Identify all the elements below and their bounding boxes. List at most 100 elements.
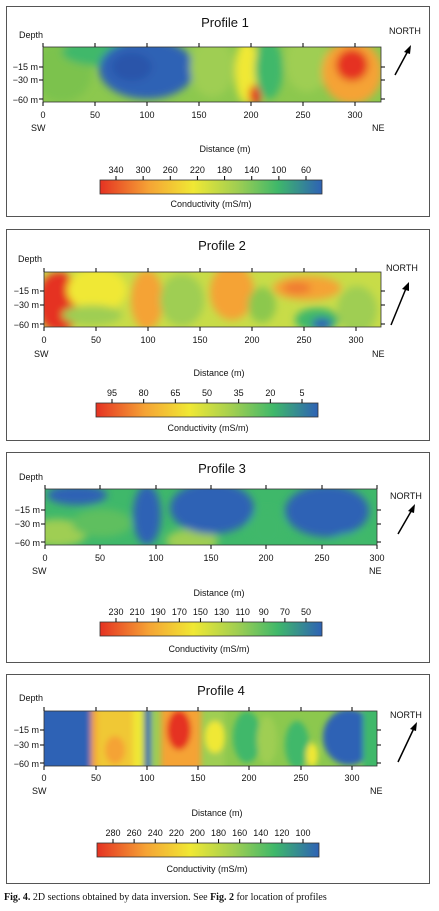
profile-4-xtick-0: 0 (41, 773, 46, 783)
colorbar-tick-label: 80 (139, 388, 149, 398)
profile-3-xtick-100: 100 (148, 553, 163, 563)
colorbar-tick-label: 150 (193, 607, 208, 617)
profile-3-xtick-250: 250 (314, 553, 329, 563)
profile-1-colorbar (99, 179, 323, 195)
profile-1-colorbar-ticks: 340 300 260 220 180 140 100 60 (108, 165, 311, 180)
profile-4-xtick-300: 300 (344, 773, 359, 783)
colorbar-tick-label: 210 (130, 607, 145, 617)
profile-3-chart: Profile 3 Depth −15 m (15, 461, 422, 654)
profile-2-chart: Profile 2 Depth (14, 238, 418, 433)
profile-4-section (44, 711, 377, 766)
figure-label: Fig. 4. (4, 892, 31, 903)
colorbar-tick-label: 170 (172, 607, 187, 617)
colorbar-tick-label: 200 (190, 828, 205, 838)
profile-3-depth-label: Depth (19, 472, 43, 482)
profile-2-xtick-0: 0 (41, 335, 46, 345)
colorbar-tick-label: 190 (151, 607, 166, 617)
profile-1-xtick-150: 150 (191, 110, 206, 120)
profile-2-panel: Profile 2 Depth (6, 229, 430, 441)
profile-1-colorbar-label: Conductivity (mS/m) (170, 199, 251, 209)
profile-3-xtick-0: 0 (42, 553, 47, 563)
colorbar-tick-label: 110 (235, 607, 249, 617)
colorbar-tick-label: 230 (108, 607, 123, 617)
profile-4-sw-label: SW (32, 786, 47, 796)
colorbar-tick-label: 220 (190, 165, 205, 175)
profile-4-xtick-50: 50 (91, 773, 101, 783)
colorbar-tick-label: 120 (274, 828, 289, 838)
profile-2-north-label: NORTH (386, 263, 418, 273)
profile-4-ytick-60: −60 m (14, 759, 39, 769)
profile-3-ytick-15: −15 m (15, 505, 40, 515)
profile-1-xtick-200: 200 (243, 110, 258, 120)
profile-1-title: Profile 1 (201, 15, 249, 30)
profile-1-ytick-15: −15 m (13, 62, 38, 72)
profile-3-xlabel: Distance (m) (193, 588, 244, 598)
figure-caption: Fig. 4. 2D sections obtained by data inv… (4, 892, 436, 904)
profile-2-xlabel: Distance (m) (193, 368, 244, 378)
profile-3-ytick-60: −60 m (15, 538, 40, 548)
profile-4-chart: Profile 4 Depth (14, 683, 422, 874)
profile-1-xtick-300: 300 (347, 110, 362, 120)
profile-2-xtick-200: 200 (244, 335, 259, 345)
profile-1-ne-label: NE (372, 123, 385, 133)
colorbar-tick-label: 160 (232, 828, 247, 838)
colorbar-tick-label: 60 (301, 165, 311, 175)
profile-4-ytick-15: −15 m (14, 725, 39, 735)
colorbar-tick-label: 70 (280, 607, 290, 617)
colorbar-tick-label: 340 (108, 165, 123, 175)
profile-1-xtick-0: 0 (40, 110, 45, 120)
profile-2-colorbar-ticks: 95 80 65 50 35 20 5 (107, 388, 305, 403)
colorbar-tick-label: 20 (265, 388, 275, 398)
profile-4-xtick-150: 150 (190, 773, 205, 783)
colorbar-tick-label: 95 (107, 388, 117, 398)
colorbar-tick-label: 35 (234, 388, 244, 398)
colorbar-tick-label: 180 (217, 165, 232, 175)
profile-1-xtick-50: 50 (90, 110, 100, 120)
colorbar-tick-label: 260 (127, 828, 142, 838)
profile-2-ytick-15: −15 m (14, 286, 39, 296)
profile-3-ytick-30: −30 m (15, 519, 40, 529)
profile-4-xlabel: Distance (m) (191, 808, 242, 818)
profile-4-ne-label: NE (370, 786, 383, 796)
profile-1-ytick-60: −60 m (13, 95, 38, 105)
profile-3-sw-label: SW (32, 566, 47, 576)
profile-1-xlabel: Distance (m) (199, 144, 250, 154)
profile-4-colorbar (96, 842, 320, 858)
profile-2-ne-label: NE (372, 349, 385, 359)
figure-reference: Fig. 2 (210, 892, 234, 903)
profile-4-xtick-250: 250 (293, 773, 308, 783)
colorbar-tick-label: 130 (214, 607, 229, 617)
north-arrow-icon (397, 722, 417, 763)
profile-3-panel: Profile 3 Depth −15 m (6, 452, 430, 663)
profile-1-depth-label: Depth (19, 30, 43, 40)
profile-4-colorbar-label: Conductivity (mS/m) (166, 864, 247, 874)
profile-3-xtick-50: 50 (95, 553, 105, 563)
colorbar-tick-label: 100 (271, 165, 286, 175)
figure-caption-text-end: for location of profiles (233, 892, 327, 903)
profile-1-sw-label: SW (31, 123, 46, 133)
profile-1-chart: Profile 1 Depth (13, 15, 421, 209)
colorbar-tick-label: 65 (170, 388, 180, 398)
profile-4-panel: Profile 4 Depth (6, 674, 430, 884)
profile-2-ytick-60: −60 m (14, 320, 39, 330)
north-arrow-icon (394, 45, 411, 76)
profile-2-section (44, 272, 381, 327)
colorbar-tick-label: 280 (105, 828, 120, 838)
profile-4-title: Profile 4 (197, 683, 245, 698)
profile-1-xtick-250: 250 (295, 110, 310, 120)
profile-2-xtick-50: 50 (91, 335, 101, 345)
figure-caption-text: 2D sections obtained by data inversion. … (30, 892, 211, 903)
profile-4-ytick-30: −30 m (14, 740, 39, 750)
profile-3-colorbar (99, 621, 323, 637)
colorbar-tick-label: 5 (299, 388, 304, 398)
profile-3-colorbar-label: Conductivity (mS/m) (168, 644, 249, 654)
profile-1-top-ticks (42, 43, 356, 47)
profile-2-xtick-100: 100 (140, 335, 155, 345)
colorbar-tick-label: 220 (169, 828, 184, 838)
profile-4-xtick-100: 100 (139, 773, 154, 783)
profile-3-xtick-150: 150 (203, 553, 218, 563)
profile-2-colorbar-label: Conductivity (mS/m) (167, 423, 248, 433)
profile-3-section (45, 489, 377, 545)
profile-2-xtick-300: 300 (348, 335, 363, 345)
profile-2-title: Profile 2 (198, 238, 246, 253)
